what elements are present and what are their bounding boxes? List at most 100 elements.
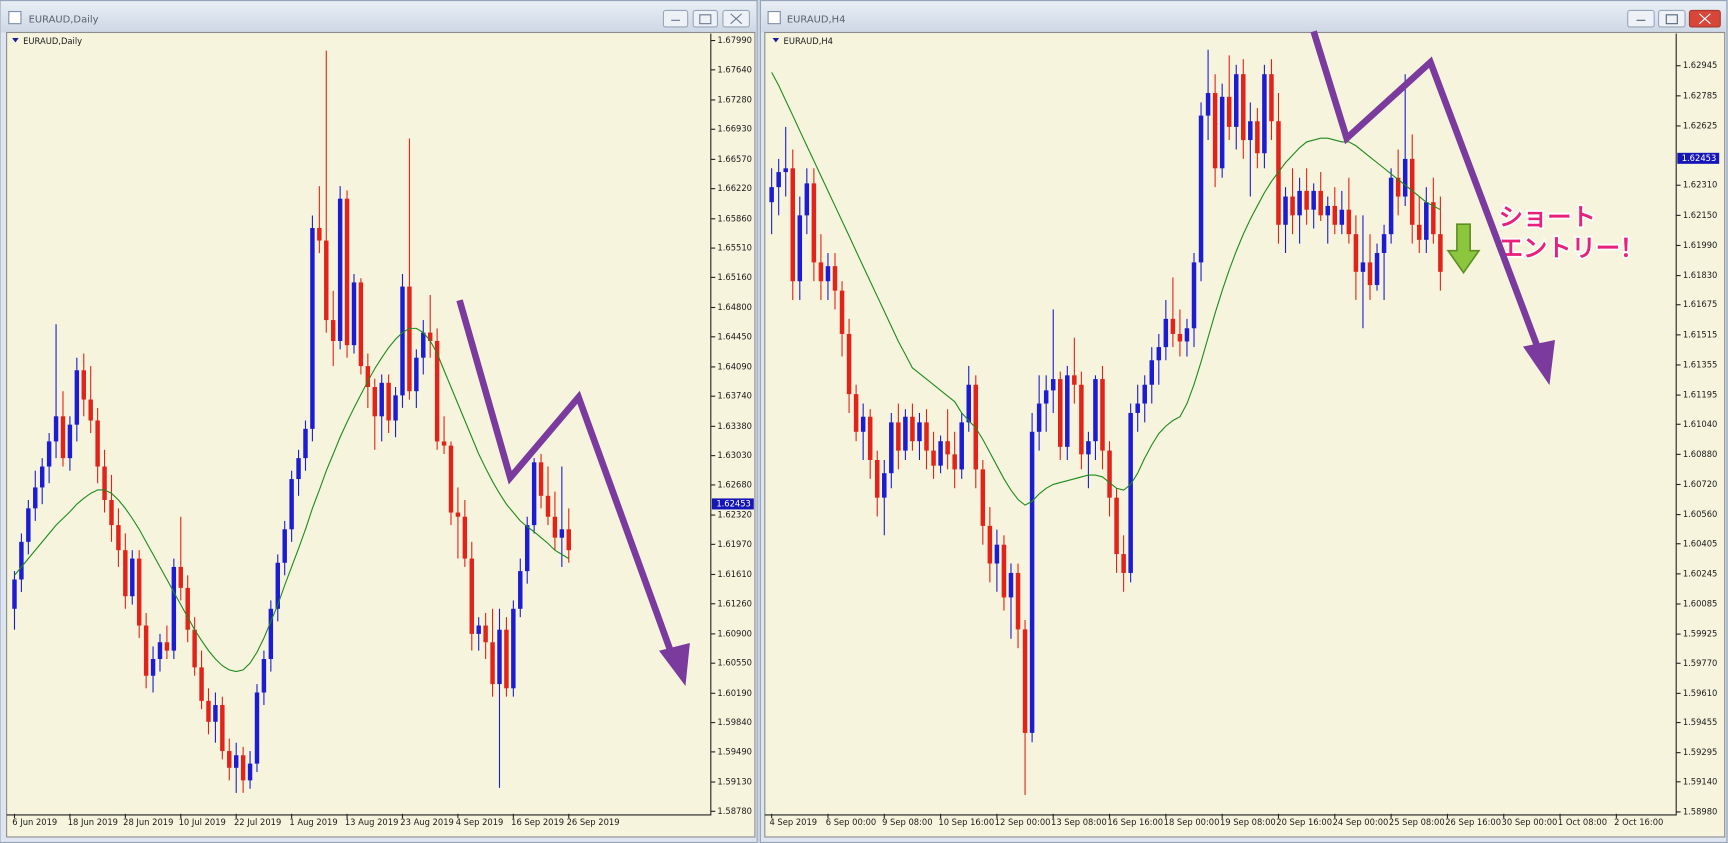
- candle-body: [469, 558, 474, 634]
- candle-body: [386, 382, 391, 421]
- candle-body: [192, 629, 197, 668]
- candle-body: [455, 512, 461, 517]
- candle-body: [860, 416, 866, 432]
- y-tick-label: 1.60720: [1683, 479, 1718, 489]
- candle-body: [254, 692, 260, 764]
- y-tick-label: 1.58980: [1683, 806, 1718, 816]
- candle-body: [303, 428, 308, 459]
- y-tick-label: 1.64450: [717, 331, 752, 341]
- drawn-arrows: [456, 30, 1555, 686]
- candle-body: [1367, 262, 1373, 285]
- candle-body: [1219, 96, 1225, 169]
- candle-body: [414, 357, 419, 392]
- x-tick-label: 4 Sep 2019: [769, 817, 817, 827]
- x-tick-label: 22 Jul 2019: [234, 817, 281, 827]
- y-tick-label: 1.62680: [717, 479, 752, 489]
- candle-body: [109, 499, 114, 526]
- y-tick-label: 1.62785: [1683, 90, 1718, 100]
- candle-body: [178, 566, 183, 588]
- x-tick-label: 26 Sep 2019: [567, 817, 620, 827]
- candle-body: [1029, 431, 1035, 733]
- y-tick-label: 1.60550: [717, 658, 752, 668]
- candle-body: [46, 441, 52, 467]
- x-tick-label: 25 Sep 08:00: [1389, 817, 1445, 827]
- y-tick-label: 1.63740: [717, 391, 752, 401]
- restore-button[interactable]: [692, 9, 718, 28]
- candle-body: [531, 462, 537, 526]
- candle-body: [559, 529, 565, 538]
- candle-body: [1022, 629, 1028, 733]
- candle-body: [310, 228, 315, 429]
- candle-body: [19, 541, 24, 580]
- y-tick-label: 1.60880: [1683, 449, 1718, 459]
- annotation: エントリー！: [1499, 234, 1644, 263]
- candle-body: [95, 420, 100, 467]
- x-tick-label: 10 Sep 16:00: [938, 817, 994, 827]
- y-tick-label: 1.59295: [1683, 747, 1718, 757]
- candle-body: [1304, 190, 1309, 210]
- candle-body: [434, 340, 440, 442]
- restore-button[interactable]: [1658, 9, 1686, 28]
- y-tick-label: 1.61515: [1683, 329, 1718, 339]
- candle-body: [240, 755, 246, 781]
- y-tick-label: 1.62320: [717, 510, 752, 520]
- candle-body: [980, 469, 986, 526]
- candle-body: [1360, 262, 1366, 272]
- candle-body: [351, 282, 357, 346]
- candle-body: [1388, 177, 1394, 235]
- candle-body: [545, 495, 551, 517]
- x-tick-label: 6 Jun 2019: [12, 817, 57, 827]
- candle-body: [769, 187, 774, 203]
- candle-body: [441, 441, 447, 446]
- candle-body: [1142, 384, 1147, 404]
- candle-body: [296, 458, 301, 480]
- candle-body: [1156, 347, 1162, 361]
- candle-body: [1262, 74, 1267, 154]
- candle-body: [247, 763, 253, 781]
- y-tick-label: 1.61195: [1683, 390, 1718, 400]
- candle-body: [337, 198, 343, 341]
- candle-body: [1269, 74, 1274, 122]
- candle-body: [994, 544, 1000, 564]
- candle-body: [1079, 384, 1084, 455]
- candle-body: [88, 399, 93, 421]
- candle-body: [164, 642, 170, 651]
- candle-body: [1100, 379, 1105, 451]
- y-tick-label: 1.62150: [1683, 210, 1718, 220]
- chart-label: EURAUD,Daily: [23, 36, 82, 46]
- candle-body: [959, 422, 964, 470]
- candle-body: [67, 424, 73, 459]
- x-tick-label: 26 Sep 16:00: [1445, 817, 1501, 827]
- candle-body: [60, 416, 66, 459]
- x-tick-label: 16 Sep 16:00: [1107, 817, 1163, 827]
- candle-body: [804, 183, 810, 216]
- last-price-label: 1.62453: [716, 498, 751, 508]
- last-price-label: 1.62453: [1682, 153, 1717, 163]
- candle-body: [227, 751, 232, 768]
- y-tick-label: 1.59130: [717, 777, 752, 787]
- y-tick-label: 1.67990: [717, 35, 752, 45]
- candle-body: [130, 558, 135, 597]
- candle-body: [497, 629, 502, 685]
- minimize-button[interactable]: [662, 9, 689, 28]
- candle-body: [483, 625, 488, 643]
- candle-body: [783, 168, 788, 173]
- candle-body: [12, 579, 17, 609]
- candle-body: [832, 266, 838, 291]
- candle-body: [220, 705, 225, 752]
- candle-body: [867, 416, 873, 461]
- candle-body: [1093, 379, 1098, 442]
- candle-body: [393, 395, 398, 421]
- candle-body: [1043, 390, 1049, 404]
- candle-body: [1198, 115, 1204, 263]
- y-tick-label: 1.66930: [717, 124, 752, 134]
- candle-body: [143, 625, 149, 676]
- y-tick-label: 1.59140: [1683, 776, 1718, 786]
- candle-body: [1311, 190, 1316, 210]
- candle-body: [233, 755, 239, 768]
- y-tick-label: 1.59610: [1683, 688, 1718, 698]
- candle-body: [846, 333, 852, 395]
- x-tick-label: 2 Oct 16:00: [1614, 817, 1663, 827]
- minimize-button[interactable]: [1627, 9, 1655, 28]
- y-tick-label: 1.61040: [1683, 419, 1718, 429]
